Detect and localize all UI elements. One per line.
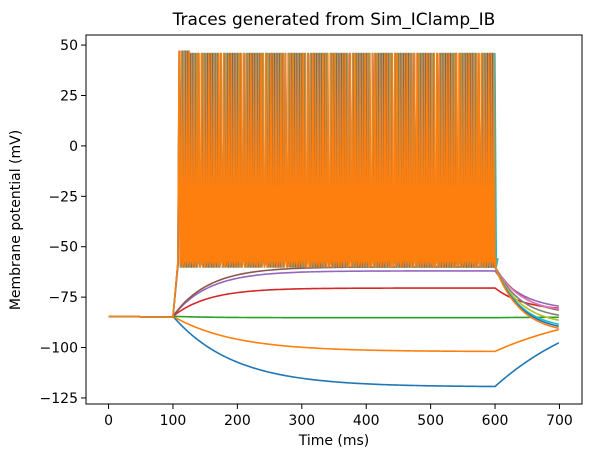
chart-title: Traces generated from Sim_IClamp_IB bbox=[172, 10, 496, 30]
x-tick-label: 100 bbox=[160, 413, 187, 429]
y-tick-label: −25 bbox=[48, 189, 78, 205]
x-tick-label: 700 bbox=[546, 413, 573, 429]
x-tick-label: 0 bbox=[104, 413, 113, 429]
series-line-3 bbox=[108, 315, 559, 319]
y-axis-ticks: −125 −100 −75 −50 −25 0 25 50 bbox=[40, 38, 86, 407]
x-axis-label: Time (ms) bbox=[298, 433, 370, 449]
x-tick-label: 400 bbox=[353, 413, 380, 429]
x-tick-label: 500 bbox=[417, 413, 444, 429]
y-tick-label: 0 bbox=[69, 139, 78, 155]
axes-frame bbox=[85, 34, 583, 405]
y-tick-label: 25 bbox=[60, 88, 78, 104]
x-tick-label: 300 bbox=[288, 413, 315, 429]
y-tick-label: −100 bbox=[40, 341, 78, 357]
x-tick-label: 200 bbox=[224, 413, 251, 429]
y-tick-label: −75 bbox=[48, 290, 78, 306]
series-line-2 bbox=[108, 315, 560, 353]
y-tick-label: −50 bbox=[48, 240, 78, 256]
y-tick-label: −125 bbox=[40, 391, 78, 407]
series-line-4 bbox=[108, 287, 559, 318]
x-tick-label: 600 bbox=[482, 413, 509, 429]
y-tick-label: 50 bbox=[60, 38, 78, 54]
series-line-12 bbox=[108, 50, 559, 330]
series-layer bbox=[108, 50, 560, 388]
y-axis-label: Membrane potential (mV) bbox=[8, 130, 24, 310]
series-line-1 bbox=[108, 315, 560, 388]
x-axis-ticks: 0 100 200 300 400 500 600 700 bbox=[104, 404, 573, 429]
